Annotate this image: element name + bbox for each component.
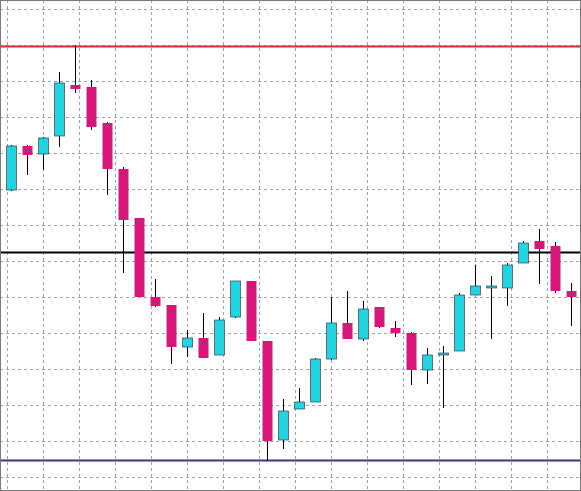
candle[interactable] (134, 218, 145, 297)
candle-body-bullish (486, 285, 497, 289)
candle[interactable] (310, 358, 321, 403)
candle-body-bearish (102, 123, 113, 169)
candle[interactable] (390, 321, 401, 337)
candle[interactable] (166, 305, 177, 364)
candle[interactable] (374, 307, 385, 328)
candle[interactable] (22, 145, 33, 175)
candle-body-bearish (390, 328, 401, 333)
candle-body-bearish (246, 281, 257, 341)
candle[interactable] (502, 263, 513, 306)
candle-body-bullish (454, 294, 465, 352)
candle-body-bullish (502, 264, 513, 289)
candle[interactable] (326, 297, 337, 360)
candle[interactable] (262, 341, 273, 460)
candle-body-bearish (534, 241, 545, 249)
candle[interactable] (566, 283, 577, 326)
candle-body-bullish (214, 319, 225, 356)
candle-body-bearish (86, 87, 97, 127)
candle-body-bullish (230, 280, 241, 318)
candle[interactable] (438, 346, 449, 408)
candle-body-bullish (6, 145, 17, 191)
candle-body-bullish (326, 322, 337, 360)
candles (6, 45, 577, 460)
candle[interactable] (182, 330, 193, 357)
candle-body-bearish (198, 338, 209, 358)
candle-body-bearish (134, 218, 145, 297)
candle-body-bearish (166, 305, 177, 347)
candle[interactable] (294, 388, 305, 410)
candle[interactable] (86, 80, 97, 130)
candle[interactable] (470, 265, 481, 296)
candle-body-bearish (22, 146, 33, 155)
candle-body-bullish (358, 308, 369, 340)
candle[interactable] (6, 145, 17, 191)
candle[interactable] (246, 281, 257, 341)
horizontal-levels (0, 45, 581, 462)
candle-body-bearish (342, 323, 353, 339)
candle[interactable] (54, 72, 65, 147)
candle[interactable] (486, 276, 497, 339)
candle-body-bearish (406, 333, 417, 370)
candle-body-bullish (294, 401, 305, 410)
candle[interactable] (150, 279, 161, 307)
candle[interactable] (278, 399, 289, 449)
candle[interactable] (118, 167, 129, 273)
candle[interactable] (214, 317, 225, 356)
candle-body-bearish (566, 291, 577, 297)
candle[interactable] (38, 137, 49, 170)
candle[interactable] (198, 313, 209, 358)
candle-body-bullish (438, 352, 449, 356)
candle[interactable] (518, 241, 529, 264)
candle-body-bullish (278, 410, 289, 441)
candle-body-bearish (262, 341, 273, 441)
candle[interactable] (358, 301, 369, 341)
candle[interactable] (102, 122, 113, 195)
candle-body-bullish (182, 337, 193, 348)
candle-body-bearish (70, 85, 81, 89)
candle-body-bearish (374, 307, 385, 327)
candle-body-bullish (518, 242, 529, 264)
candle[interactable] (406, 332, 417, 385)
candle-body-bullish (422, 354, 433, 371)
candle-body-bullish (54, 82, 65, 137)
candle[interactable] (534, 229, 545, 284)
candle-body-bearish (150, 297, 161, 306)
candle[interactable] (550, 242, 561, 293)
candle-body-bullish (470, 285, 481, 296)
candle[interactable] (342, 291, 353, 339)
candle[interactable] (70, 45, 81, 93)
candle-body-bearish (118, 169, 129, 220)
candle-body-bullish (38, 137, 49, 155)
candle[interactable] (230, 280, 241, 318)
candle-body-bullish (310, 358, 321, 403)
candle[interactable] (422, 348, 433, 384)
candle[interactable] (454, 293, 465, 352)
candle-body-bearish (550, 246, 561, 291)
